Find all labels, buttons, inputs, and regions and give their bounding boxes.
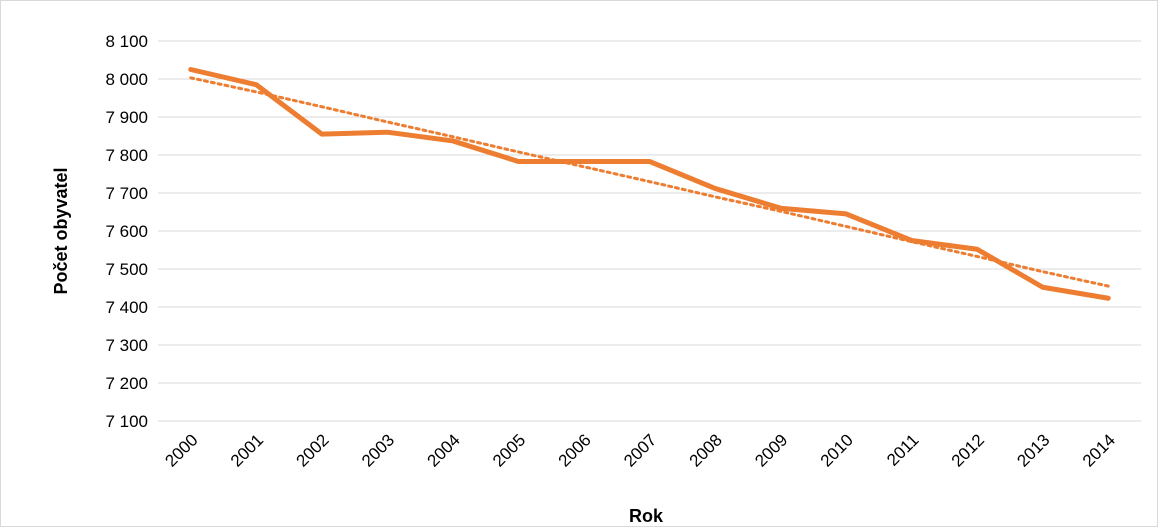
y-tick-label: 7 400 [105,298,148,317]
y-tick-label: 7 900 [105,108,148,127]
x-tick-label: 2009 [751,430,791,470]
y-tick-label: 7 300 [105,336,148,355]
x-tick-label: 2012 [948,430,988,470]
series-layer [191,69,1109,298]
trendline [191,78,1108,286]
y-tick-label: 8 100 [105,32,148,51]
y-tick-label: 7 700 [105,184,148,203]
y-tick-label: 7 600 [105,222,148,241]
y-tick-label: 7 100 [105,412,148,431]
x-tick-label: 2005 [489,430,529,470]
x-tick-label: 2008 [686,430,726,470]
y-tick-label: 8 000 [105,70,148,89]
x-tick-label: 2007 [620,430,660,470]
x-tick-label: 2006 [555,430,595,470]
x-tick-labels: 2000 2001 2002 2003 2004 2005 2006 2007 2008 2009… [161,430,1119,470]
x-tick-label: 2010 [817,430,857,470]
x-tick-label: 2001 [227,430,267,470]
x-tick-label: 2011 [883,430,922,469]
y-tick-labels: 7 100 7 200 7 300 7 400 7 500 7 600 7 700 7 800… [105,32,148,431]
series-line [191,70,1108,299]
x-tick-label: 2004 [424,430,464,470]
x-tick-label: 2000 [161,430,201,470]
x-tick-label: 2002 [292,430,332,470]
gridlines [158,41,1141,421]
x-tick-label: 2003 [358,430,398,470]
y-tick-label: 7 200 [105,374,148,393]
x-tick-label: 2013 [1013,430,1053,470]
trendline-layer [191,78,1108,286]
y-tick-label: 7 800 [105,146,148,165]
y-axis-title: Počet obyvatel [51,167,71,294]
y-tick-label: 7 500 [105,260,148,279]
x-tick-label: 2014 [1079,430,1119,470]
x-axis-title: Rok [629,506,664,526]
